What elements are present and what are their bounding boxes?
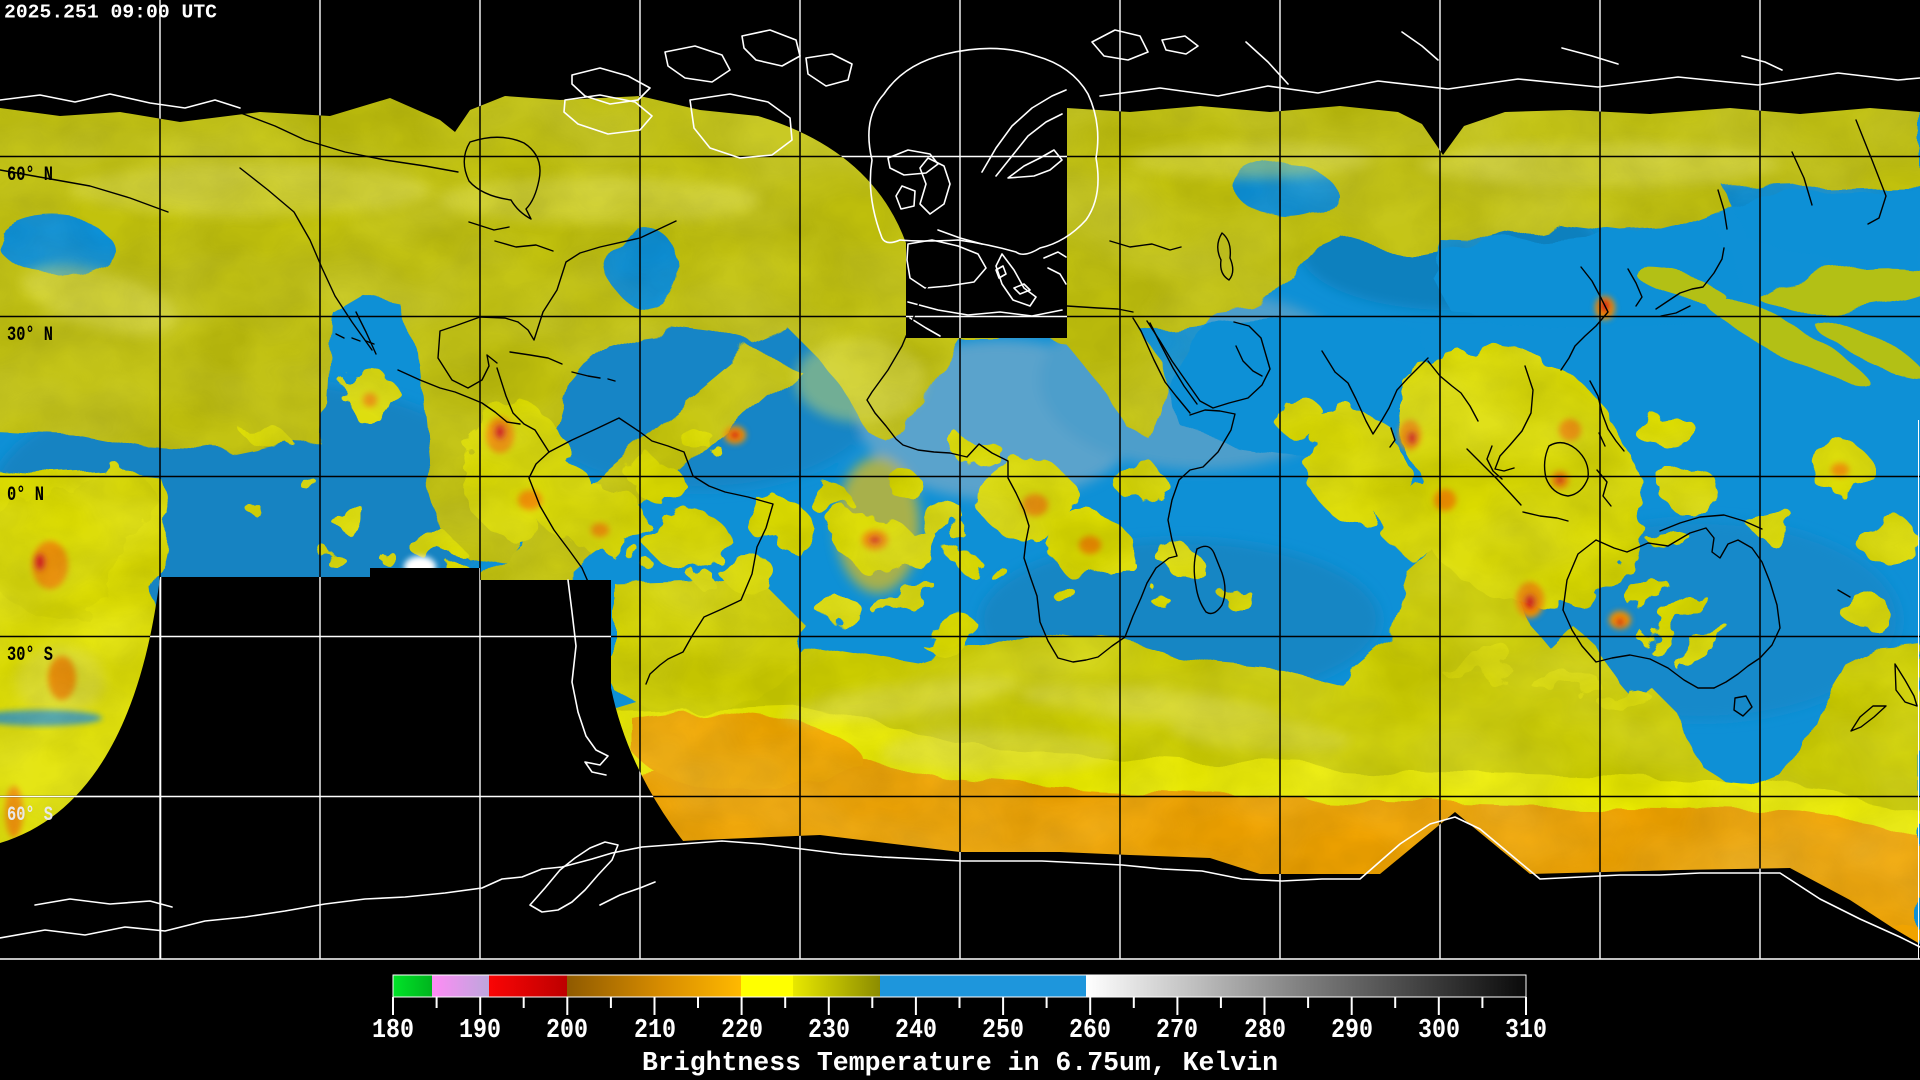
svg-text:60° S: 60° S	[7, 804, 53, 827]
svg-text:250: 250	[982, 1015, 1024, 1045]
svg-text:270: 270	[1156, 1015, 1198, 1045]
svg-text:300: 300	[1418, 1015, 1460, 1045]
svg-text:310: 310	[1505, 1015, 1547, 1045]
svg-text:210: 210	[634, 1015, 676, 1045]
svg-text:Brightness Temperature in 6.75: Brightness Temperature in 6.75um, Kelvin	[642, 1048, 1278, 1078]
svg-text:2025.251 09:00 UTC: 2025.251 09:00 UTC	[4, 2, 217, 24]
svg-text:0° N: 0° N	[7, 484, 44, 507]
svg-text:60° N: 60° N	[7, 164, 53, 187]
svg-text:230: 230	[808, 1015, 850, 1045]
svg-text:30° N: 30° N	[7, 324, 53, 347]
svg-text:240: 240	[895, 1015, 937, 1045]
svg-text:260: 260	[1069, 1015, 1111, 1045]
svg-text:30° S: 30° S	[7, 644, 53, 667]
svg-text:200: 200	[546, 1015, 588, 1045]
svg-text:180: 180	[372, 1015, 414, 1045]
svg-text:220: 220	[721, 1015, 763, 1045]
svg-text:280: 280	[1244, 1015, 1286, 1045]
svg-text:290: 290	[1331, 1015, 1373, 1045]
svg-text:190: 190	[459, 1015, 501, 1045]
